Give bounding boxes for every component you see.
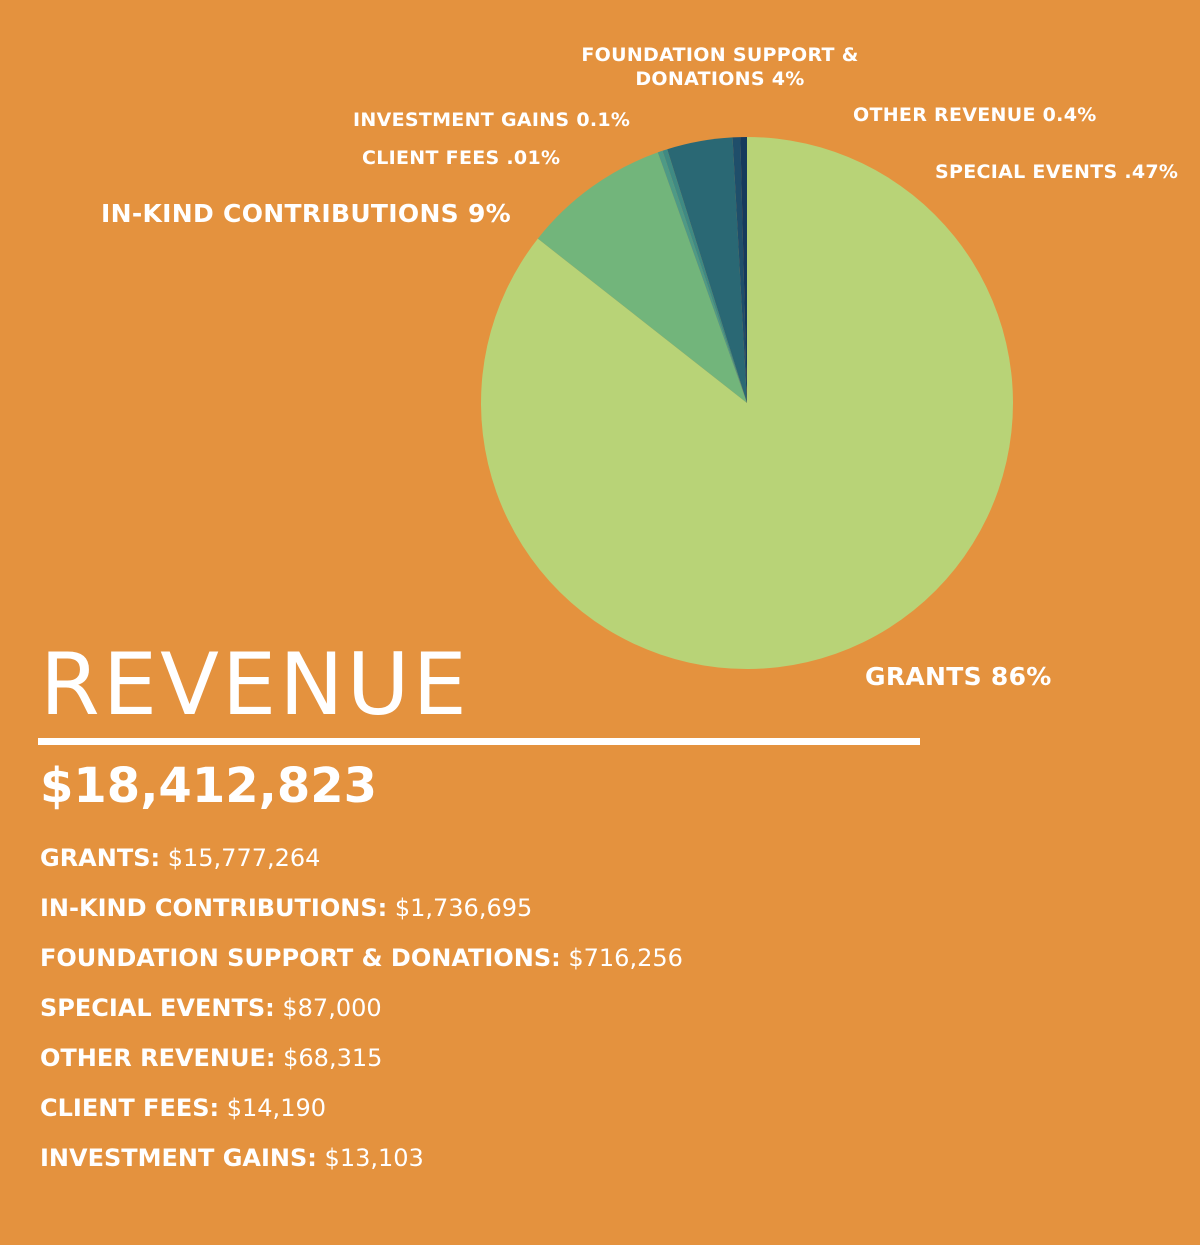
slice-label-foundation-line1: FOUNDATION SUPPORT & bbox=[581, 44, 859, 66]
breakdown-item-special-events: SPECIAL EVENTS: $87,000 bbox=[40, 988, 683, 1038]
slice-label-special-events: SPECIAL EVENTS .47% bbox=[935, 161, 1179, 183]
slice-label-investment-gains: INVESTMENT GAINS 0.1% bbox=[353, 109, 631, 131]
title-divider bbox=[38, 738, 920, 745]
breakdown-item-grants: GRANTS: $15,777,264 bbox=[40, 838, 683, 888]
breakdown-value: $15,777,264 bbox=[167, 844, 321, 872]
breakdown-item-foundation: FOUNDATION SUPPORT & DONATIONS: $716,256 bbox=[40, 938, 683, 988]
pie-slice-in-kind bbox=[537, 152, 747, 403]
breakdown-value: $14,190 bbox=[226, 1094, 326, 1122]
slice-label-other-revenue: OTHER REVENUE 0.4% bbox=[853, 104, 1097, 126]
pie-slice-foundation bbox=[667, 137, 747, 403]
breakdown-label: GRANTS: bbox=[40, 844, 161, 872]
slice-label-foundation: FOUNDATION SUPPORT & DONATIONS 4% bbox=[560, 44, 880, 92]
breakdown-value: $1,736,695 bbox=[394, 894, 533, 922]
slice-label-grants: GRANTS 86% bbox=[865, 662, 1052, 691]
breakdown-label: IN-KIND CONTRIBUTIONS: bbox=[40, 894, 388, 922]
slice-label-in-kind: IN-KIND CONTRIBUTIONS 9% bbox=[101, 199, 512, 228]
slice-label-client-fees: CLIENT FEES .01% bbox=[362, 147, 561, 169]
breakdown-item-client-fees: CLIENT FEES: $14,190 bbox=[40, 1088, 683, 1138]
pie-slice-other-revenue bbox=[740, 137, 747, 403]
breakdown-item-in-kind: IN-KIND CONTRIBUTIONS: $1,736,695 bbox=[40, 888, 683, 938]
breakdown-value: $68,315 bbox=[283, 1044, 383, 1072]
breakdown-label: CLIENT FEES: bbox=[40, 1094, 220, 1122]
breakdown-label: OTHER REVENUE: bbox=[40, 1044, 276, 1072]
breakdown-value: $87,000 bbox=[282, 994, 382, 1022]
pie-slice-client-fees bbox=[657, 150, 747, 403]
page-title: REVENUE bbox=[40, 635, 470, 735]
breakdown-label: SPECIAL EVENTS: bbox=[40, 994, 275, 1022]
breakdown-item-investment-gains: INVESTMENT GAINS: $13,103 bbox=[40, 1138, 683, 1188]
pie-slice-special-events bbox=[732, 137, 747, 403]
breakdown-value: $716,256 bbox=[568, 944, 683, 972]
slice-label-foundation-line2: DONATIONS 4% bbox=[635, 67, 805, 90]
pie-slice-grants bbox=[480, 137, 1013, 669]
breakdown-label: FOUNDATION SUPPORT & DONATIONS: bbox=[40, 944, 561, 972]
revenue-breakdown-list: GRANTS: $15,777,264 IN-KIND CONTRIBUTION… bbox=[40, 838, 683, 1188]
breakdown-item-other-revenue: OTHER REVENUE: $68,315 bbox=[40, 1038, 683, 1088]
breakdown-value: $13,103 bbox=[324, 1144, 424, 1172]
pie-slice-investment-gains bbox=[662, 149, 747, 403]
breakdown-label: INVESTMENT GAINS: bbox=[40, 1144, 317, 1172]
revenue-total: $18,412,823 bbox=[40, 758, 378, 814]
